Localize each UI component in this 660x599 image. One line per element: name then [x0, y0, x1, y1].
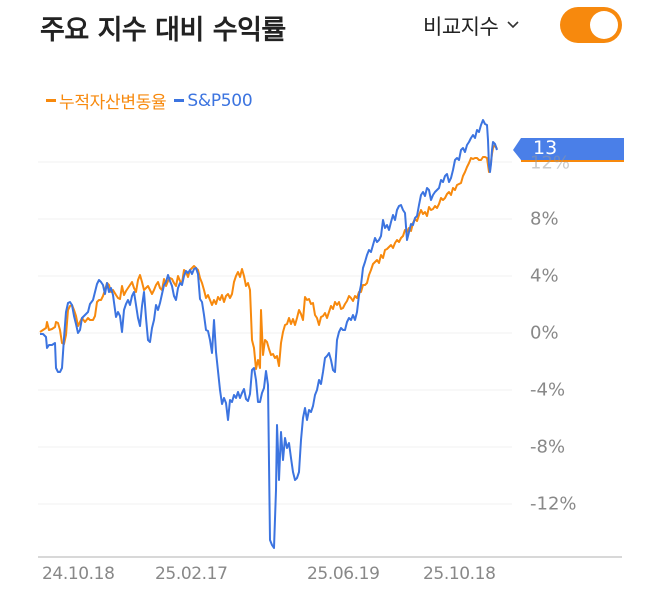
header: 주요 지수 대비 수익률 비교지수: [0, 0, 660, 56]
series-line-sp500: [40, 119, 498, 549]
current-value-badge-label: 13: [513, 137, 624, 161]
y-tick-12: 12%: [530, 152, 571, 174]
compare-index-dropdown[interactable]: 비교지수: [423, 11, 520, 41]
current-value-text: 13: [533, 137, 558, 159]
y-tick-4: 4%: [530, 265, 559, 287]
toggle-knob: [590, 11, 618, 39]
chart-legend: 누적자산변동율 S&P500: [46, 88, 260, 113]
compare-index-label: 비교지수: [423, 15, 499, 39]
grid-lines: [38, 161, 512, 505]
compare-toggle[interactable]: [560, 7, 622, 43]
series-line-portfolio: [39, 144, 498, 370]
x-tick-2: 25.06.19: [307, 564, 380, 584]
legend-item-sp500: S&P500: [174, 90, 253, 111]
x-tick-1: 25.02.17: [155, 564, 228, 584]
page-title: 주요 지수 대비 수익률: [40, 15, 286, 46]
chevron-down-icon: [507, 21, 519, 29]
legend-label-portfolio: 누적자산변동율: [59, 93, 167, 113]
y-tick-minus4: -4%: [530, 379, 566, 401]
legend-label-sp500: S&P500: [187, 90, 253, 111]
y-tick-0: 0%: [530, 322, 559, 344]
y-tick-minus12: -12%: [530, 493, 577, 515]
x-tick-0: 24.10.18: [42, 564, 115, 584]
legend-item-portfolio: 누적자산변동율: [46, 88, 167, 113]
x-tick-3: 25.10.18: [423, 564, 496, 584]
legend-swatch-sp500: [174, 99, 185, 102]
y-tick-minus8: -8%: [530, 436, 566, 458]
y-tick-8: 8%: [530, 208, 559, 230]
current-value-badge: [513, 138, 624, 162]
legend-swatch-portfolio: [46, 99, 56, 102]
